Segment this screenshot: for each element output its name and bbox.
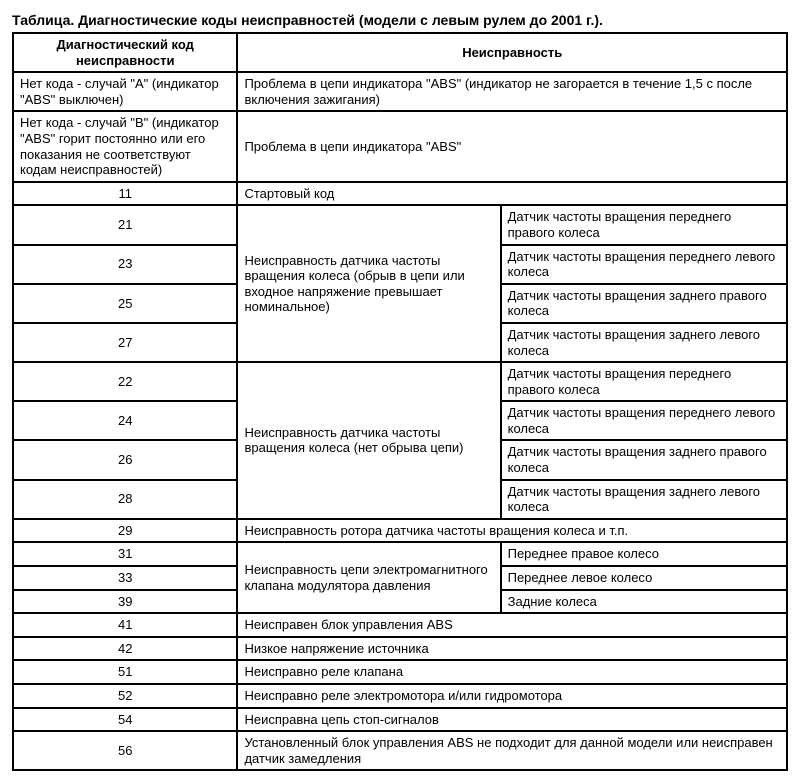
row-11-fault: Стартовый код bbox=[237, 182, 787, 206]
row-28-code: 28 bbox=[13, 480, 237, 519]
row-54-code: 54 bbox=[13, 708, 237, 732]
row-41-code: 41 bbox=[13, 613, 237, 637]
row-52-fault: Неисправно реле электромотора и/или гидр… bbox=[237, 684, 787, 708]
row-28-right: Датчик частоты вращения заднего левого к… bbox=[501, 480, 787, 519]
dtc-table: Диагностический код неисправности Неиспр… bbox=[12, 32, 788, 771]
group2-desc: Неисправность датчика частоты вращения к… bbox=[237, 362, 500, 519]
row-29-code: 29 bbox=[13, 519, 237, 543]
row-39-right: Задние колеса bbox=[501, 590, 787, 614]
row-a-fault: Проблема в цепи индикатора "ABS" (индика… bbox=[237, 72, 787, 111]
row-22-code: 22 bbox=[13, 362, 237, 401]
row-a-code: Нет кода - случай "А" (индикатор "ABS" в… bbox=[13, 72, 237, 111]
row-24-right: Датчик частоты вращения переднего левого… bbox=[501, 401, 787, 440]
row-41-fault: Неисправен блок управления ABS bbox=[237, 613, 787, 637]
row-b-code: Нет кода - случай "В" (индикатор "ABS" г… bbox=[13, 111, 237, 181]
row-27-code: 27 bbox=[13, 323, 237, 362]
row-26-code: 26 bbox=[13, 440, 237, 479]
row-b-fault: Проблема в цепи индикатора "ABS" bbox=[237, 111, 787, 181]
header-fault: Неисправность bbox=[237, 33, 787, 72]
row-39-code: 39 bbox=[13, 590, 237, 614]
header-code: Диагностический код неисправности bbox=[13, 33, 237, 72]
row-33-right: Переднее левое колесо bbox=[501, 566, 787, 590]
row-56-fault: Установленный блок управления ABS не под… bbox=[237, 731, 787, 770]
row-23-right: Датчик частоты вращения переднего левого… bbox=[501, 245, 787, 284]
row-25-right: Датчик частоты вращения заднего правого … bbox=[501, 284, 787, 323]
row-56-code: 56 bbox=[13, 731, 237, 770]
row-11-code: 11 bbox=[13, 182, 237, 206]
row-31-right: Переднее правое колесо bbox=[501, 542, 787, 566]
row-51-fault: Неисправно реле клапана bbox=[237, 660, 787, 684]
row-22-right: Датчик частоты вращения переднего правог… bbox=[501, 362, 787, 401]
group3-desc: Неисправность цепи электромагнитного кла… bbox=[237, 542, 500, 613]
row-54-fault: Неисправна цепь стоп-сигналов bbox=[237, 708, 787, 732]
row-42-fault: Низкое напряжение источника bbox=[237, 637, 787, 661]
row-24-code: 24 bbox=[13, 401, 237, 440]
row-33-code: 33 bbox=[13, 566, 237, 590]
table-title: Таблица. Диагностические коды неисправно… bbox=[12, 12, 788, 28]
row-27-right: Датчик частоты вращения заднего левого к… bbox=[501, 323, 787, 362]
row-51-code: 51 bbox=[13, 660, 237, 684]
row-29-fault: Неисправность ротора датчика частоты вра… bbox=[237, 519, 787, 543]
row-21-code: 21 bbox=[13, 205, 237, 244]
row-23-code: 23 bbox=[13, 245, 237, 284]
row-25-code: 25 bbox=[13, 284, 237, 323]
group1-desc: Неисправность датчика частоты вращения к… bbox=[237, 205, 500, 362]
row-52-code: 52 bbox=[13, 684, 237, 708]
row-42-code: 42 bbox=[13, 637, 237, 661]
row-21-right: Датчик частоты вращения переднего правог… bbox=[501, 205, 787, 244]
row-31-code: 31 bbox=[13, 542, 237, 566]
row-26-right: Датчик частоты вращения заднего правого … bbox=[501, 440, 787, 479]
